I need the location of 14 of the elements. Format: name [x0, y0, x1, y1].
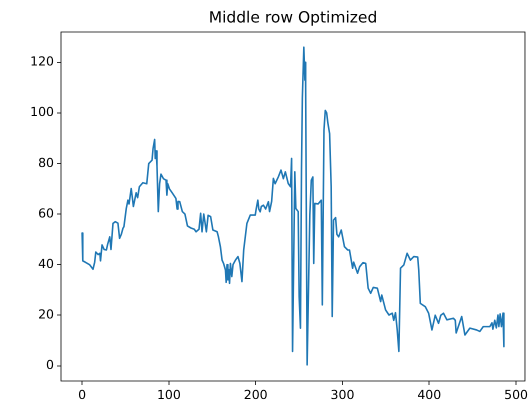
- x-tick-label: 200: [244, 386, 268, 402]
- y-tick-label: 60: [38, 205, 54, 220]
- y-tick-label: 120: [30, 54, 54, 69]
- x-tick-label: 500: [504, 386, 528, 402]
- y-tick-label: 80: [38, 154, 54, 170]
- y-tick-label: 20: [38, 306, 54, 322]
- chart-title: Middle row Optimized: [208, 8, 378, 26]
- y-tick-label: 40: [38, 256, 54, 271]
- x-tick-label: 100: [156, 386, 181, 402]
- x-tick-label: 0: [78, 386, 86, 402]
- x-tick-label: 300: [330, 386, 354, 402]
- y-tick-label: 100: [30, 104, 54, 120]
- y-tick-label: 0: [46, 357, 54, 372]
- x-tick-label: 400: [417, 386, 442, 402]
